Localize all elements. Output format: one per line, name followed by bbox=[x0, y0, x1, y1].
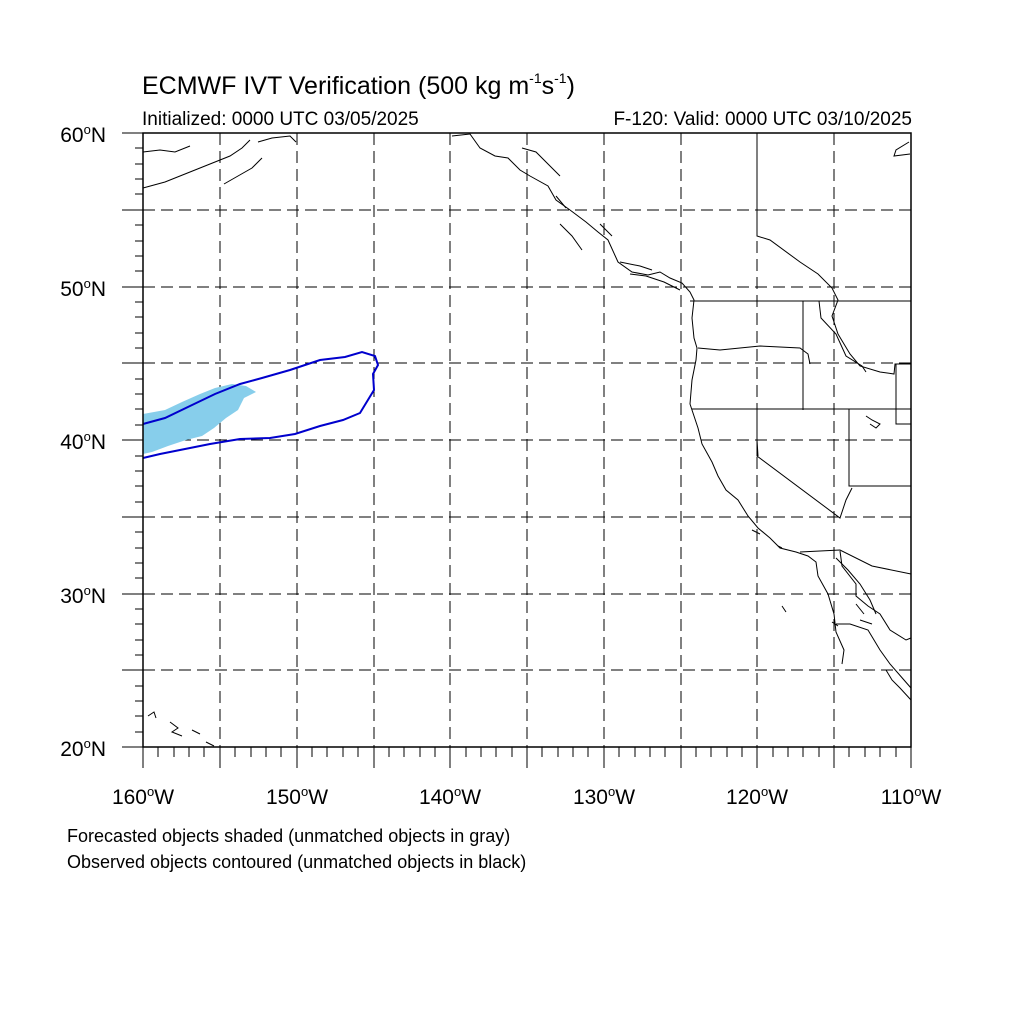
forecast-object bbox=[143, 384, 256, 454]
lat-label-20n: 20oN bbox=[60, 736, 106, 761]
lon-label-150w: 150oW bbox=[265, 784, 329, 809]
tick-marks bbox=[122, 132, 912, 768]
coastlines bbox=[142, 133, 912, 747]
graticule bbox=[143, 133, 911, 747]
observed-caption: Observed objects contoured (unmatched ob… bbox=[67, 852, 527, 872]
observed-object-contour bbox=[142, 350, 380, 459]
lon-label-140w: 140oW bbox=[418, 784, 482, 809]
lat-label-30n: 30oN bbox=[60, 583, 106, 608]
lat-label-40n: 40oN bbox=[60, 429, 106, 454]
lat-label-60n: 60oN bbox=[60, 122, 106, 147]
map-title: ECMWF IVT Verification (500 kg m-1s-1) bbox=[142, 70, 575, 100]
minor-tick-marks bbox=[135, 147, 897, 757]
valid-time: F-120: Valid: 0000 UTC 03/10/2025 bbox=[613, 109, 912, 130]
lon-label-120w: 120oW bbox=[725, 784, 789, 809]
lon-label-110w: 110oW bbox=[880, 784, 942, 809]
forecast-caption: Forecasted objects shaded (unmatched obj… bbox=[67, 826, 511, 846]
initialized-time: Initialized: 0000 UTC 03/05/2025 bbox=[142, 109, 419, 130]
lon-label-160w: 160oW bbox=[111, 784, 175, 809]
lat-label-50n: 50oN bbox=[60, 276, 106, 301]
lon-label-130w: 130oW bbox=[572, 784, 636, 809]
